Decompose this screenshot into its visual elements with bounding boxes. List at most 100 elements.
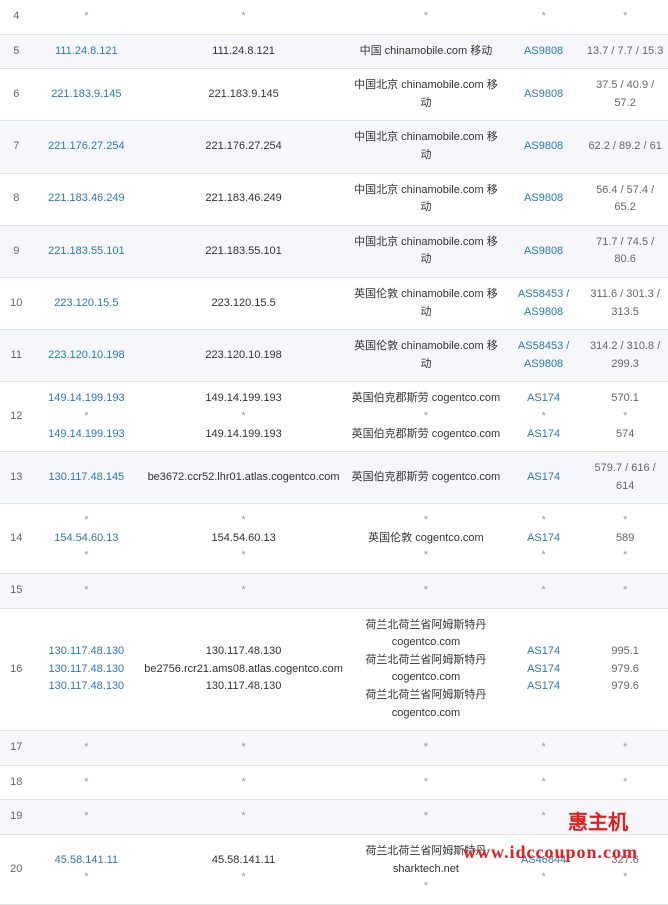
ip-cell-line[interactable]: 45.58.141.11 xyxy=(37,852,137,870)
ip-cell-line[interactable]: 149.14.199.193 xyxy=(37,390,137,408)
ip-cell-line[interactable]: 130.117.48.130 xyxy=(37,661,137,679)
resolved-cell-line: 149.14.199.193 xyxy=(144,426,343,444)
ip-cell-line[interactable]: 154.54.60.13 xyxy=(37,530,137,548)
latency-cell-line: * xyxy=(586,512,664,530)
resolved-cell-line: 130.117.48.130 xyxy=(144,643,343,661)
asn-cell: AS58453 / AS9808 xyxy=(505,330,582,382)
ip-cell-line: * xyxy=(37,512,137,530)
resolved-cell-line: 130.117.48.130 xyxy=(144,678,343,696)
hop-cell: 11 xyxy=(0,330,33,382)
resolved-cell-line: * xyxy=(144,547,343,565)
latency-cell-line: 13.7 / 7.7 / 15.3 xyxy=(586,43,664,61)
latency-cell-line: * xyxy=(586,547,664,565)
asn-cell-line[interactable]: AS58453 / AS9808 xyxy=(509,338,578,373)
asn-cell-line[interactable]: AS9808 xyxy=(509,190,578,208)
table-row: 16130.117.48.130130.117.48.130130.117.48… xyxy=(0,608,668,731)
resolved-cell: * xyxy=(140,0,347,34)
location-cell-line: 英国伯克郡斯劳 cogentco.com xyxy=(351,426,501,444)
location-cell-line: * xyxy=(351,582,501,600)
resolved-cell-line: be2756.rcr21.ams08.atlas.cogentco.com xyxy=(144,661,343,679)
resolved-cell-line: * xyxy=(144,808,343,826)
asn-cell: AS174 xyxy=(505,452,582,504)
asn-cell-line[interactable]: AS9808 xyxy=(509,243,578,261)
location-cell: * xyxy=(347,574,505,609)
ip-cell-line[interactable]: 130.117.48.145 xyxy=(37,469,137,487)
latency-cell: * xyxy=(582,0,668,34)
ip-cell-line[interactable]: 130.117.48.130 xyxy=(37,643,137,661)
asn-cell-line: * xyxy=(509,547,578,565)
location-cell: 英国伯克郡斯劳 cogentco.com xyxy=(347,452,505,504)
latency-cell-line: 327.6 xyxy=(586,852,664,870)
resolved-cell: * xyxy=(140,800,347,835)
asn-cell: AS9808 xyxy=(505,173,582,225)
location-cell-line: * xyxy=(351,408,501,426)
resolved-cell-line: * xyxy=(144,512,343,530)
asn-cell-line[interactable]: AS174 xyxy=(509,530,578,548)
ip-cell-line[interactable]: 221.176.27.254 xyxy=(37,138,137,156)
resolved-cell: * xyxy=(140,765,347,800)
ip-cell-line[interactable]: 221.183.46.249 xyxy=(37,190,137,208)
latency-cell-line: 56.4 / 57.4 / 65.2 xyxy=(586,182,664,217)
ip-cell-line[interactable]: 221.183.9.145 xyxy=(37,86,137,104)
location-cell: * xyxy=(347,731,505,766)
latency-cell-line: 574 xyxy=(586,426,664,444)
asn-cell-line[interactable]: AS174 xyxy=(509,678,578,696)
table-row: 2045.58.141.11*45.58.141.11*荷兰北荷兰省阿姆斯特丹 … xyxy=(0,835,668,905)
asn-cell-line[interactable]: AS174 xyxy=(509,643,578,661)
asn-cell-line: * xyxy=(509,8,578,26)
hop-cell: 16 xyxy=(0,608,33,731)
location-cell-line: * xyxy=(351,774,501,792)
latency-cell-line: 71.7 / 74.5 / 80.6 xyxy=(586,234,664,269)
location-cell: 英国伯克郡斯劳 cogentco.com*英国伯克郡斯劳 cogentco.co… xyxy=(347,382,505,452)
ip-cell: 223.120.15.5 xyxy=(33,277,141,329)
hop-cell: 8 xyxy=(0,173,33,225)
asn-cell-line: * xyxy=(509,408,578,426)
ip-cell-line[interactable]: 221.183.55.101 xyxy=(37,243,137,261)
location-cell-line: 荷兰北荷兰省阿姆斯特丹 sharktech.net xyxy=(351,843,501,878)
asn-cell-line[interactable]: AS174 xyxy=(509,469,578,487)
ip-cell-line[interactable]: 149.14.199.193 xyxy=(37,426,137,444)
table-row: 5111.24.8.121111.24.8.121中国 chinamobile.… xyxy=(0,34,668,69)
location-cell-line: * xyxy=(351,878,501,896)
resolved-cell-line: * xyxy=(144,869,343,887)
asn-cell-line[interactable]: AS9808 xyxy=(509,86,578,104)
resolved-cell: 223.120.15.5 xyxy=(140,277,347,329)
ip-cell-line[interactable]: 111.24.8.121 xyxy=(37,43,137,61)
location-cell: 中国北京 chinamobile.com 移动 xyxy=(347,69,505,121)
ip-cell: 111.24.8.121 xyxy=(33,34,141,69)
location-cell-line: 英国伦敦 chinamobile.com 移动 xyxy=(351,286,501,321)
resolved-cell-line: * xyxy=(144,8,343,26)
ip-cell: 45.58.141.11* xyxy=(33,835,141,905)
ip-cell-line: * xyxy=(37,547,137,565)
asn-cell-line[interactable]: AS46844 xyxy=(509,852,578,870)
resolved-cell: 130.117.48.130be2756.rcr21.ams08.atlas.c… xyxy=(140,608,347,731)
asn-cell-line[interactable]: AS9808 xyxy=(509,138,578,156)
table-row: 9221.183.55.101221.183.55.101中国北京 chinam… xyxy=(0,225,668,277)
hop-cell: 12 xyxy=(0,382,33,452)
ip-cell-line[interactable]: 223.120.15.5 xyxy=(37,295,137,313)
location-cell: 中国 chinamobile.com 移动 xyxy=(347,34,505,69)
asn-cell-line[interactable]: AS174 xyxy=(509,390,578,408)
ip-cell-line[interactable]: 130.117.48.130 xyxy=(37,678,137,696)
resolved-cell-line: * xyxy=(144,739,343,757)
latency-cell-line: 579.7 / 616 / 614 xyxy=(586,460,664,495)
asn-cell-line[interactable]: AS58453 / AS9808 xyxy=(509,286,578,321)
asn-cell: AS9808 xyxy=(505,225,582,277)
ip-cell-line[interactable]: 223.120.10.198 xyxy=(37,347,137,365)
resolved-cell: 221.183.55.101 xyxy=(140,225,347,277)
resolved-cell-line: 154.54.60.13 xyxy=(144,530,343,548)
ip-cell: 223.120.10.198 xyxy=(33,330,141,382)
ip-cell: 221.183.55.101 xyxy=(33,225,141,277)
location-cell: 中国北京 chinamobile.com 移动 xyxy=(347,173,505,225)
location-cell-line: 中国北京 chinamobile.com 移动 xyxy=(351,77,501,112)
location-cell: 荷兰北荷兰省阿姆斯特丹 sharktech.net* xyxy=(347,835,505,905)
asn-cell-line[interactable]: AS174 xyxy=(509,426,578,444)
location-cell-line: * xyxy=(351,739,501,757)
asn-cell-line[interactable]: AS9808 xyxy=(509,43,578,61)
location-cell: * xyxy=(347,800,505,835)
resolved-cell-line: * xyxy=(144,582,343,600)
resolved-cell: 223.120.10.198 xyxy=(140,330,347,382)
asn-cell-line[interactable]: AS174 xyxy=(509,661,578,679)
ip-cell: *154.54.60.13* xyxy=(33,504,141,574)
latency-cell-line: 37.5 / 40.9 / 57.2 xyxy=(586,77,664,112)
